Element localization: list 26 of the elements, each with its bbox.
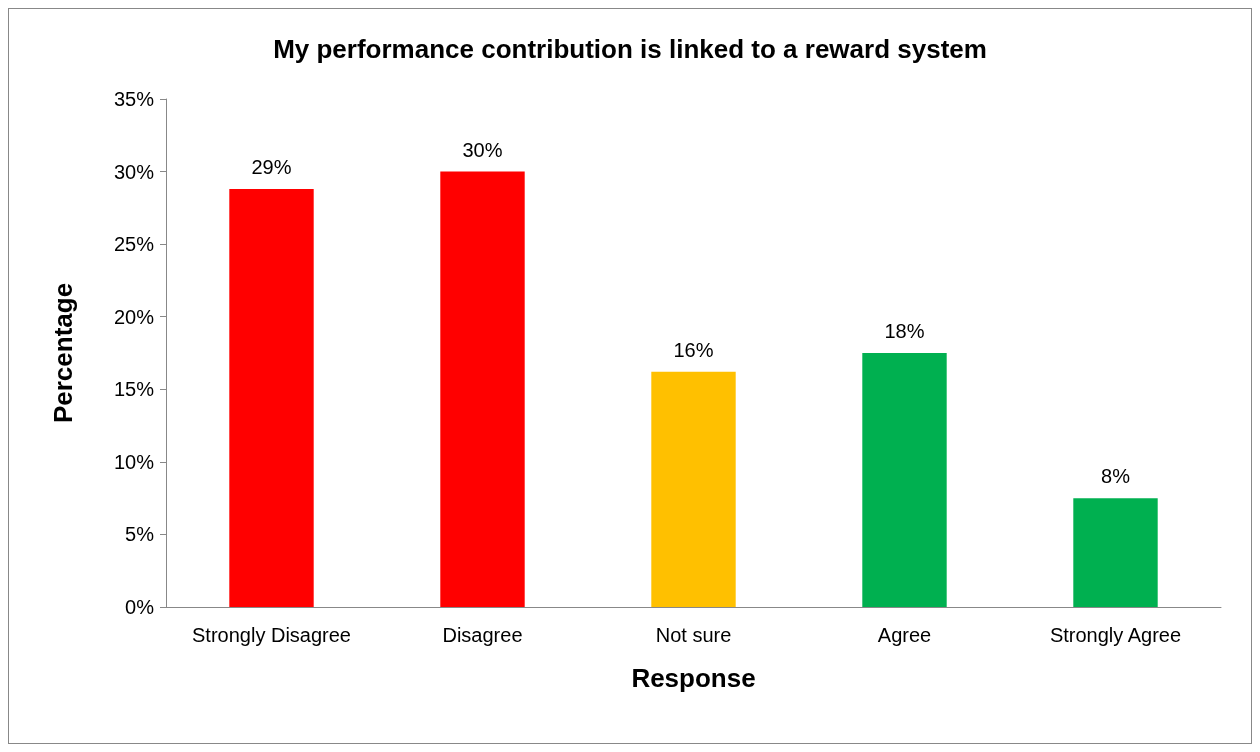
x-tick-label: Strongly Disagree [192, 624, 351, 646]
bar [229, 188, 314, 607]
data-label: 29% [251, 155, 292, 178]
chart-title: My performance contribution is linked to a reward system [273, 34, 987, 64]
y-axis-title: Percentage [48, 282, 78, 424]
data-label: 30% [462, 138, 503, 161]
y-tick-label: 5% [125, 523, 155, 546]
y-tick-label: 30% [113, 160, 155, 183]
y-tick-label: 25% [113, 233, 155, 256]
y-tick-label: 10% [113, 450, 155, 473]
y-tick-label: 0% [125, 596, 155, 618]
x-tick-label: Disagree [442, 624, 523, 646]
y-tick-label: 35% [113, 88, 155, 110]
y-tick-label: 15% [113, 378, 155, 401]
bar [1073, 498, 1158, 607]
data-label: 8% [1101, 465, 1131, 488]
x-tick-label: Strongly Agree [1049, 624, 1182, 646]
data-label: 18% [884, 320, 925, 342]
x-tick-label: Agree [877, 624, 932, 646]
bar [440, 171, 525, 607]
data-label: 16% [673, 338, 714, 361]
y-tick-label: 20% [113, 305, 155, 328]
bar [651, 371, 736, 607]
x-axis-title: Response [631, 663, 756, 693]
x-tick-label: Not sure [655, 624, 732, 646]
bar [862, 353, 947, 607]
